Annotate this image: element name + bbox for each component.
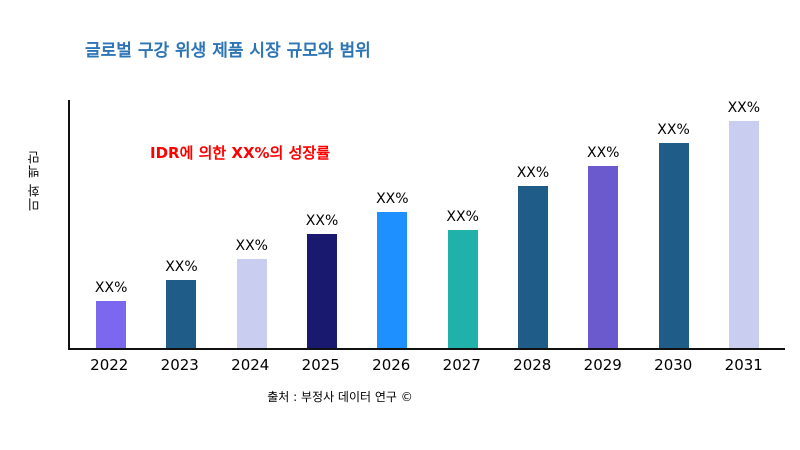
- bar-column-2026: XX%: [357, 100, 427, 348]
- bar-value-label: XX%: [165, 258, 198, 275]
- bar-2023: [166, 279, 197, 348]
- bar-2028: [517, 186, 548, 348]
- bar-column-2022: XX%: [76, 100, 146, 348]
- bar-2024: [236, 259, 267, 348]
- x-tick-label-2026: 2026: [372, 356, 411, 374]
- bar-value-label: XX%: [94, 280, 128, 297]
- x-axis-labels: 2022 2023 2024 2025 2026 2027 2028 2029 2030 2031: [68, 356, 785, 374]
- bar-column-2030: XX%: [638, 100, 708, 348]
- bar-column-2025: XX%: [287, 100, 357, 348]
- x-tick-label-2028: 2028: [513, 356, 552, 374]
- bar-value-label: XX%: [305, 213, 339, 230]
- bar-2025: [307, 234, 338, 348]
- x-tick-label-2023: 2023: [160, 356, 199, 374]
- y-axis-title: 미화 백만: [28, 150, 43, 212]
- bar-column-2027: XX%: [427, 100, 497, 348]
- bar-2027: [447, 229, 478, 348]
- x-tick-label-2025: 2025: [301, 356, 340, 374]
- bar-2030: [658, 143, 689, 348]
- bar-value-label: XX%: [235, 238, 268, 255]
- bar-column-2031: XX%: [709, 100, 779, 348]
- bar-value-label: XX%: [446, 208, 479, 225]
- growth-rate-annotation: IDR에 의한 XX%의 성장률: [150, 144, 331, 162]
- x-tick-label-2024: 2024: [231, 356, 270, 374]
- bar-2022: [96, 301, 127, 348]
- bar-value-label: XX%: [657, 122, 690, 139]
- plot-area: IDR에 의한 XX%의 성장률 XX% XX% XX% XX% XX% XX% XX% XX…: [68, 100, 785, 350]
- bar-2031: [728, 121, 759, 348]
- bar-column-2029: XX%: [568, 100, 638, 348]
- x-tick-label-2031: 2031: [724, 356, 763, 374]
- chart-title: 글로벌 구강 위생 제품 시장 규모와 범위: [85, 41, 371, 61]
- bar-2029: [588, 165, 619, 348]
- bar-value-label: XX%: [727, 100, 761, 116]
- bar-value-label: XX%: [586, 144, 620, 161]
- bar-value-label: XX%: [516, 165, 550, 182]
- bar-column-2024: XX%: [217, 100, 287, 348]
- bar-2026: [377, 211, 408, 348]
- bar-column-2023: XX%: [146, 100, 216, 348]
- x-tick-label-2029: 2029: [583, 356, 622, 374]
- bar-value-label: XX%: [376, 190, 409, 207]
- x-tick-label-2027: 2027: [442, 356, 481, 374]
- x-tick-label-2030: 2030: [654, 356, 693, 374]
- x-tick-label-2022: 2022: [90, 356, 129, 374]
- bar-column-2028: XX%: [498, 100, 568, 348]
- bars-row: XX% XX% XX% XX% XX% XX% XX% XX% XX% XX%: [70, 100, 785, 348]
- source-note: 출처 : 부정사 데이터 연구 ©: [267, 390, 413, 404]
